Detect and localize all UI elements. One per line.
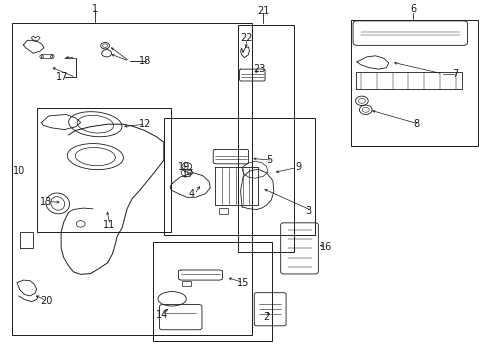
Bar xyxy=(152,242,272,341)
Bar xyxy=(350,20,477,146)
Text: 7: 7 xyxy=(451,69,458,79)
Bar xyxy=(12,23,251,335)
Bar xyxy=(219,208,227,214)
Text: 18: 18 xyxy=(139,56,151,66)
Text: 16: 16 xyxy=(320,242,332,252)
Text: 11: 11 xyxy=(102,220,115,230)
Bar xyxy=(238,25,294,252)
Text: 21: 21 xyxy=(256,6,269,16)
Bar xyxy=(37,108,171,232)
Text: 6: 6 xyxy=(409,4,415,14)
Text: 2: 2 xyxy=(263,312,269,322)
Bar xyxy=(182,281,191,286)
Text: 13: 13 xyxy=(40,197,52,207)
Text: 3: 3 xyxy=(305,206,311,216)
Text: 5: 5 xyxy=(266,155,272,165)
Bar xyxy=(163,118,315,235)
Text: 20: 20 xyxy=(40,296,52,306)
Text: 9: 9 xyxy=(295,162,302,172)
Text: 19: 19 xyxy=(177,162,189,172)
Text: 23: 23 xyxy=(253,64,265,74)
Text: 12: 12 xyxy=(139,119,151,129)
Text: 1: 1 xyxy=(92,4,98,14)
Text: 8: 8 xyxy=(412,119,419,129)
Text: 22: 22 xyxy=(240,33,253,43)
Text: 4: 4 xyxy=(188,189,194,199)
Text: 17: 17 xyxy=(182,168,194,179)
Text: 15: 15 xyxy=(237,278,249,288)
Text: 17: 17 xyxy=(56,72,68,82)
Text: 10: 10 xyxy=(13,166,25,176)
Text: 14: 14 xyxy=(155,310,167,320)
